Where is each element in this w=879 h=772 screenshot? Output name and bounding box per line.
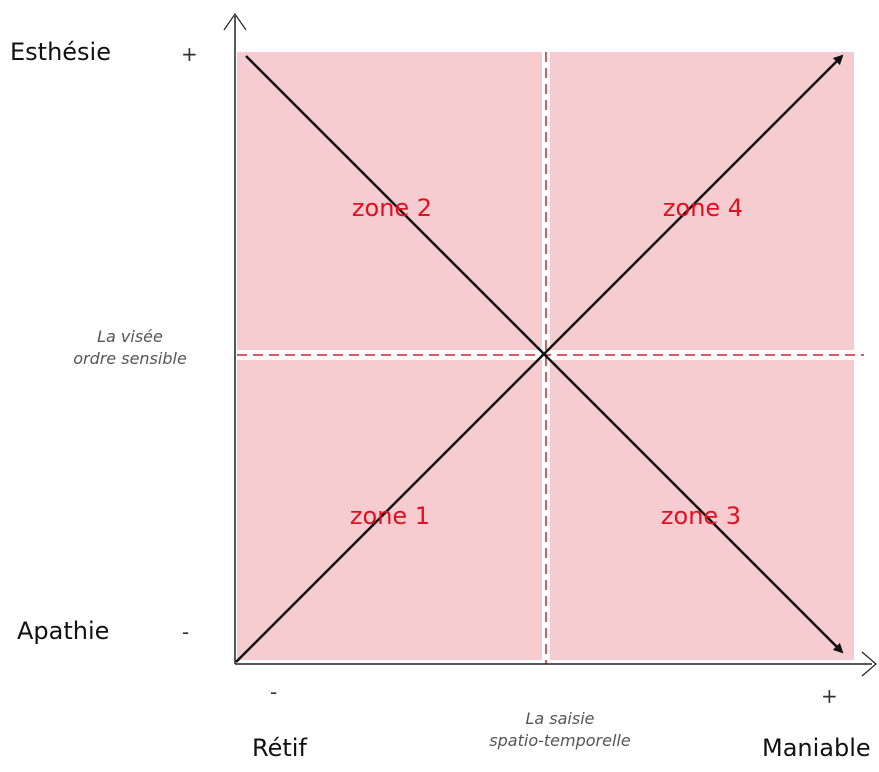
y-axis-top-label: Esthésie: [10, 38, 111, 66]
diagonal-ascending: [235, 54, 844, 663]
x-axis-title: La saisie spatio-temporelle: [470, 708, 650, 752]
zone-label-3: zone 3: [661, 502, 741, 530]
zone-label-4: zone 4: [663, 194, 743, 222]
y-axis-bottom-label: Apathie: [17, 617, 110, 645]
y-axis-arrow-icon: [223, 12, 247, 31]
x-axis-title-line2: spatio-temporelle: [489, 731, 631, 750]
zone-label-2: zone 2: [352, 194, 432, 222]
y-axis-minus-sign: -: [182, 620, 190, 644]
x-axis-arrow-icon: [861, 651, 877, 677]
x-axis-plus-sign: +: [821, 684, 838, 708]
zone-label-1: zone 1: [350, 502, 430, 530]
y-axis-title-line2: ordre sensible: [73, 349, 187, 368]
y-axis-title: La visée ordre sensible: [55, 326, 205, 370]
y-axis-plus-sign: +: [181, 42, 198, 66]
quadrant-top-right: [550, 52, 854, 350]
x-axis-minus-sign: -: [270, 680, 278, 704]
y-axis-title-line1: La visée: [97, 327, 163, 346]
x-axis-right-label: Maniable: [762, 734, 871, 762]
x-axis-left-label: Rétif: [252, 734, 307, 762]
x-axis-title-line1: La saisie: [525, 709, 595, 728]
